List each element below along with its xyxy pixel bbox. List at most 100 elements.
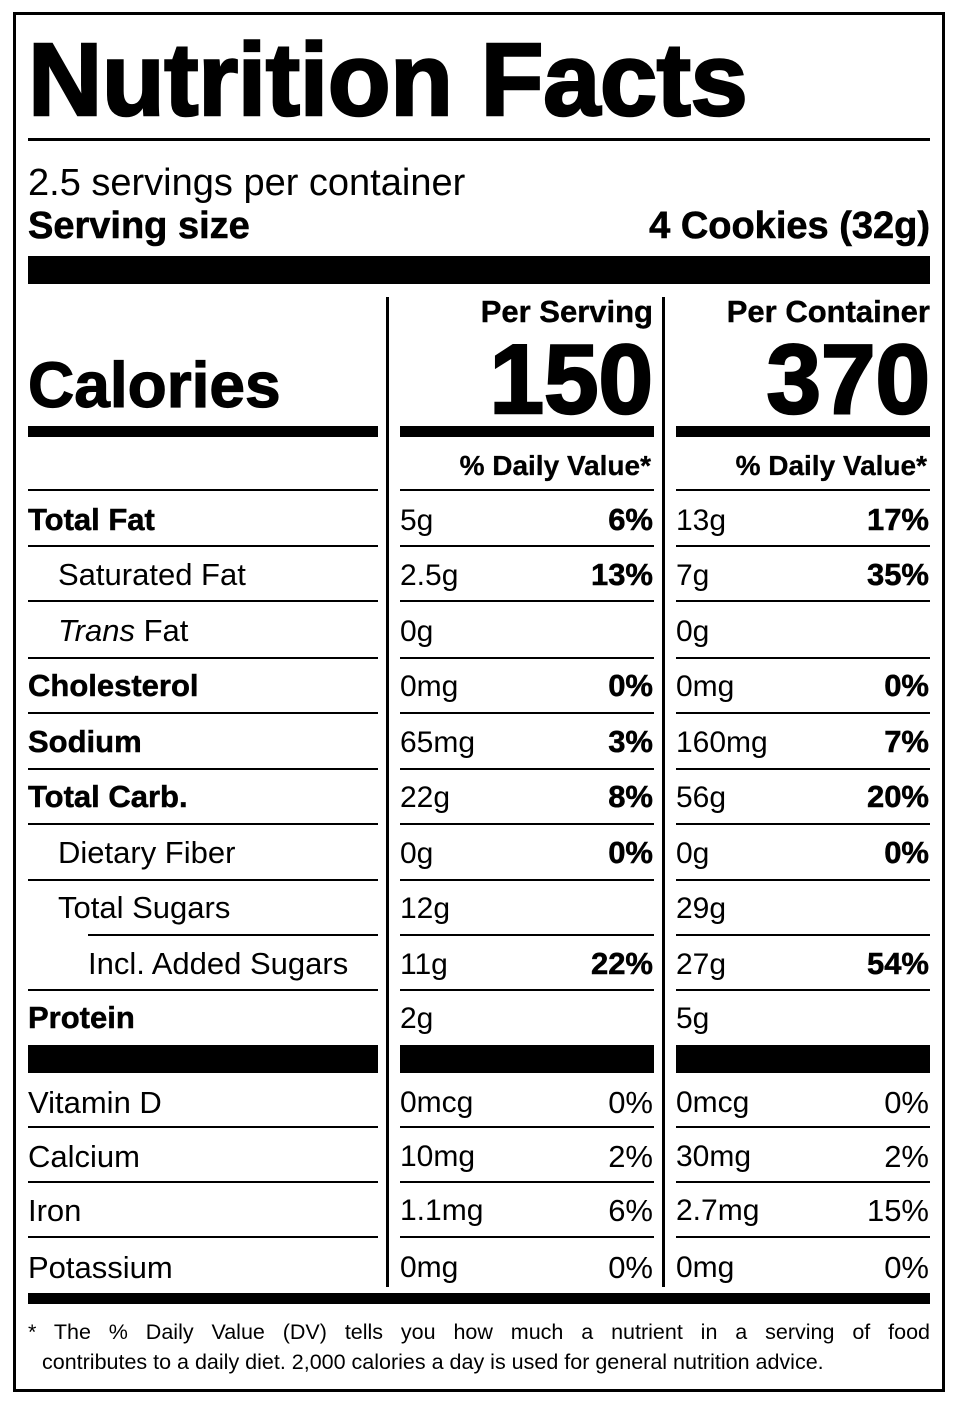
serving-amount: 10mg	[400, 1140, 476, 1173]
serving-amount: 0mg	[400, 670, 459, 703]
servings-per-container: 2.5 servings per container	[28, 162, 466, 204]
nutrition-label-panel	[13, 12, 945, 1392]
row-divider	[676, 489, 930, 491]
serving-daily-value: 6%	[608, 1193, 653, 1228]
nutrient-label: Trans Fat	[58, 615, 188, 646]
serving-daily-value: 0%	[608, 668, 653, 703]
row-divider	[676, 712, 930, 714]
row-divider	[400, 934, 654, 936]
container-amount: 0mg	[676, 1251, 735, 1284]
row-divider	[28, 1236, 378, 1238]
serving-daily-value: 6%	[608, 502, 653, 537]
container-amount: 56g	[676, 781, 727, 814]
container-daily-value: 0%	[884, 835, 929, 870]
row-divider	[400, 768, 654, 770]
container-daily-value: 54%	[866, 946, 930, 981]
serving-daily-value: 0%	[608, 1250, 653, 1285]
row-divider	[400, 879, 654, 881]
nutrient-label-italic: Trans	[58, 613, 135, 648]
container-daily-value: 20%	[866, 779, 930, 814]
nutrient-label-rest: Fat	[134, 613, 189, 648]
container-amount: 0g	[676, 837, 710, 870]
container-daily-value: 0%	[884, 668, 929, 703]
footnote-line-1-text: The % Daily Value (DV) tells you how muc…	[53, 1320, 930, 1344]
container-amount: 0g	[676, 615, 710, 648]
serving-daily-value: 2%	[608, 1139, 653, 1174]
serving-amount: 0g	[400, 837, 434, 870]
medium-divider	[400, 426, 654, 437]
nutrient-label: Cholesterol	[28, 668, 199, 703]
row-divider	[28, 600, 378, 602]
row-divider	[676, 879, 930, 881]
container-amount: 160mg	[676, 726, 768, 759]
calories-per-serving: 150	[488, 324, 654, 434]
container-daily-value: 35%	[866, 557, 930, 592]
row-divider	[400, 712, 654, 714]
row-divider	[28, 545, 378, 547]
row-divider	[400, 1181, 654, 1183]
footnote-asterisk: *	[28, 1320, 37, 1344]
row-divider	[676, 823, 930, 825]
serving-daily-value: 22%	[590, 946, 654, 981]
row-divider	[28, 657, 378, 659]
label-title: Nutrition Facts	[27, 22, 749, 137]
row-divider	[676, 657, 930, 659]
row-divider	[676, 545, 930, 547]
row-divider	[676, 768, 930, 770]
per-serving-heading: Per Serving	[480, 294, 653, 329]
row-divider	[676, 600, 930, 602]
container-amount: 29g	[676, 892, 727, 925]
container-daily-value: 7%	[884, 724, 929, 759]
row-divider	[28, 1126, 378, 1128]
container-amount: 2.7mg	[676, 1194, 760, 1227]
container-daily-value: 2%	[884, 1139, 929, 1174]
footnote-line-1: * The % Daily Value (DV) tells you how m…	[28, 1317, 930, 1347]
serving-size-label: Serving size	[28, 205, 250, 247]
medium-divider	[28, 1293, 930, 1304]
row-divider	[400, 657, 654, 659]
column-separator	[386, 297, 389, 1287]
row-divider	[28, 489, 378, 491]
vitamin-label: Potassium	[28, 1250, 173, 1285]
serving-amount: 0g	[400, 615, 434, 648]
row-divider	[400, 989, 654, 991]
vitamin-label: Vitamin D	[28, 1085, 162, 1120]
nutrient-label: Saturated Fat	[58, 557, 246, 592]
serving-daily-value: 0%	[608, 835, 653, 870]
container-daily-value: 17%	[866, 502, 930, 537]
container-amount: 30mg	[676, 1140, 752, 1173]
medium-divider	[676, 426, 930, 437]
vitamin-label: Iron	[28, 1193, 82, 1228]
container-amount: 27g	[676, 948, 727, 981]
row-divider	[676, 989, 930, 991]
container-amount: 13g	[676, 504, 727, 537]
nutrient-label: Dietary Fiber	[58, 835, 236, 870]
serving-amount: 65mg	[400, 726, 476, 759]
row-divider	[400, 600, 654, 602]
row-divider	[28, 1181, 378, 1183]
calories-per-container: 370	[765, 324, 931, 434]
row-divider	[28, 823, 378, 825]
row-divider	[400, 489, 654, 491]
thick-divider	[400, 1045, 654, 1073]
nutrient-label: Sodium	[28, 724, 142, 759]
container-amount: 0mcg	[676, 1086, 750, 1119]
footnote-line-2: contributes to a daily diet. 2,000 calor…	[42, 1350, 824, 1374]
serving-daily-value: 3%	[608, 724, 653, 759]
row-divider	[676, 934, 930, 936]
container-amount: 5g	[676, 1002, 710, 1035]
nutrient-label: Protein	[28, 1000, 135, 1035]
thick-divider	[28, 1045, 378, 1073]
row-divider	[400, 1236, 654, 1238]
serving-amount: 0mcg	[400, 1086, 474, 1119]
serving-amount: 5g	[400, 504, 434, 537]
serving-amount: 22g	[400, 781, 451, 814]
per-container-heading: Per Container	[726, 294, 931, 329]
row-divider	[88, 934, 378, 936]
serving-amount: 2g	[400, 1002, 434, 1035]
container-daily-value: 0%	[884, 1250, 929, 1285]
calories-label: Calories	[27, 349, 281, 421]
row-divider	[28, 879, 378, 881]
row-divider	[676, 1126, 930, 1128]
medium-divider	[28, 426, 378, 437]
